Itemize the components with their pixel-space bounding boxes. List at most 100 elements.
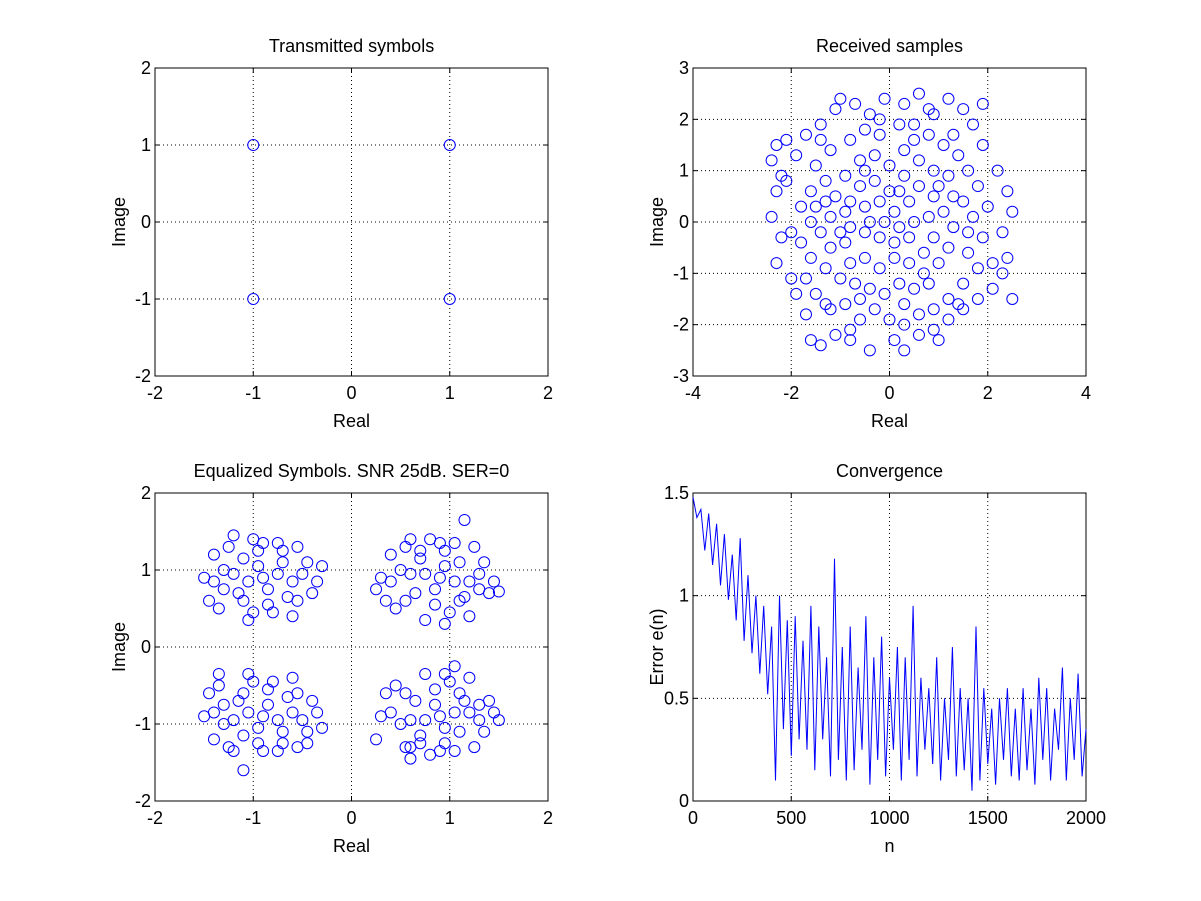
data-point	[242, 575, 255, 588]
data-point	[463, 706, 476, 719]
data-point	[237, 552, 250, 565]
data-point	[829, 328, 842, 341]
data-point	[785, 226, 798, 239]
data-point	[922, 277, 935, 290]
data-point	[247, 533, 260, 546]
data-point	[981, 200, 994, 213]
data-point	[203, 594, 216, 607]
data-point	[878, 287, 891, 300]
data-point	[448, 537, 461, 550]
data-point	[952, 298, 965, 311]
data-point	[873, 128, 886, 141]
ticks: -4 -2 0 2 4 -3 -2 -1 0 1 2 3	[673, 58, 1091, 403]
data-point	[384, 548, 397, 561]
data-point	[276, 556, 289, 569]
data-point	[976, 97, 989, 110]
data-point	[438, 667, 451, 680]
data-line	[692, 497, 1087, 791]
data-point	[237, 687, 250, 700]
data-point	[795, 236, 808, 249]
data-point	[986, 257, 999, 270]
data-point	[942, 169, 955, 182]
data-point	[863, 108, 876, 121]
y-tick-label: -1	[135, 714, 151, 734]
data-markers	[247, 139, 456, 305]
data-point	[424, 533, 437, 546]
data-point	[414, 729, 427, 742]
data-point	[261, 698, 274, 711]
data-point	[952, 149, 965, 162]
data-point	[883, 313, 896, 326]
data-point	[1006, 205, 1019, 218]
grid	[155, 68, 548, 376]
data-point	[849, 97, 862, 110]
data-point	[286, 610, 299, 623]
data-point	[443, 606, 456, 619]
data-point	[962, 226, 975, 239]
y-tick-label: -2	[673, 315, 689, 335]
data-point	[976, 139, 989, 151]
data-point	[971, 262, 984, 275]
data-point	[463, 610, 476, 623]
data-point	[276, 544, 289, 557]
data-point	[433, 571, 446, 584]
x-tick-label: 500	[776, 808, 806, 828]
data-point	[873, 262, 886, 275]
x-tick-label: 0	[346, 383, 356, 403]
data-point	[967, 118, 980, 131]
data-point	[898, 169, 911, 182]
data-point	[780, 174, 793, 187]
data-point	[996, 267, 1009, 280]
y-tick-label: 2	[679, 109, 689, 129]
data-point	[419, 614, 432, 627]
data-point	[922, 210, 935, 223]
data-point	[492, 585, 505, 598]
data-point	[448, 575, 461, 588]
data-point	[473, 567, 486, 580]
data-point	[207, 733, 220, 746]
y-tick-label: 1	[141, 560, 151, 580]
data-point	[473, 583, 486, 596]
data-point	[394, 564, 407, 576]
data-point	[873, 231, 886, 244]
data-point	[409, 694, 422, 707]
y-axis-label: Error e(n)	[647, 608, 667, 685]
x-axis-label: Real	[333, 836, 370, 856]
data-point	[424, 748, 437, 761]
data-point	[1001, 185, 1014, 198]
data-point	[448, 744, 461, 757]
panel-equalized: -2 -1 0 1 2 -2 -1 0 1 2 Equalized Symbols. SNR 25…	[109, 461, 553, 856]
data-point	[296, 714, 309, 727]
data-point	[839, 169, 852, 182]
data-point	[247, 139, 260, 151]
data-point	[394, 718, 407, 730]
data-point	[824, 210, 837, 223]
data-point	[942, 293, 955, 305]
data-point	[414, 544, 427, 557]
data-point	[854, 180, 867, 193]
data-point	[903, 257, 916, 270]
data-point	[804, 185, 817, 198]
data-point	[389, 679, 402, 692]
data-point	[266, 675, 279, 688]
data-point	[839, 236, 852, 249]
data-point	[237, 764, 250, 777]
data-point	[203, 687, 216, 700]
data-point	[809, 200, 822, 213]
data-point	[429, 583, 442, 596]
data-point	[271, 567, 284, 580]
y-axis-label: Image	[109, 622, 129, 672]
data-point	[227, 529, 240, 542]
data-point	[463, 671, 476, 684]
data-point	[399, 594, 412, 607]
y-tick-label: 0	[141, 637, 151, 657]
y-tick-label: 0	[679, 791, 689, 811]
data-point	[854, 293, 867, 305]
data-point	[492, 714, 505, 727]
data-point	[780, 133, 793, 146]
data-point	[301, 725, 314, 738]
data-point	[222, 741, 235, 754]
data-point	[873, 195, 886, 208]
data-point	[770, 257, 783, 270]
data-point	[957, 277, 970, 290]
